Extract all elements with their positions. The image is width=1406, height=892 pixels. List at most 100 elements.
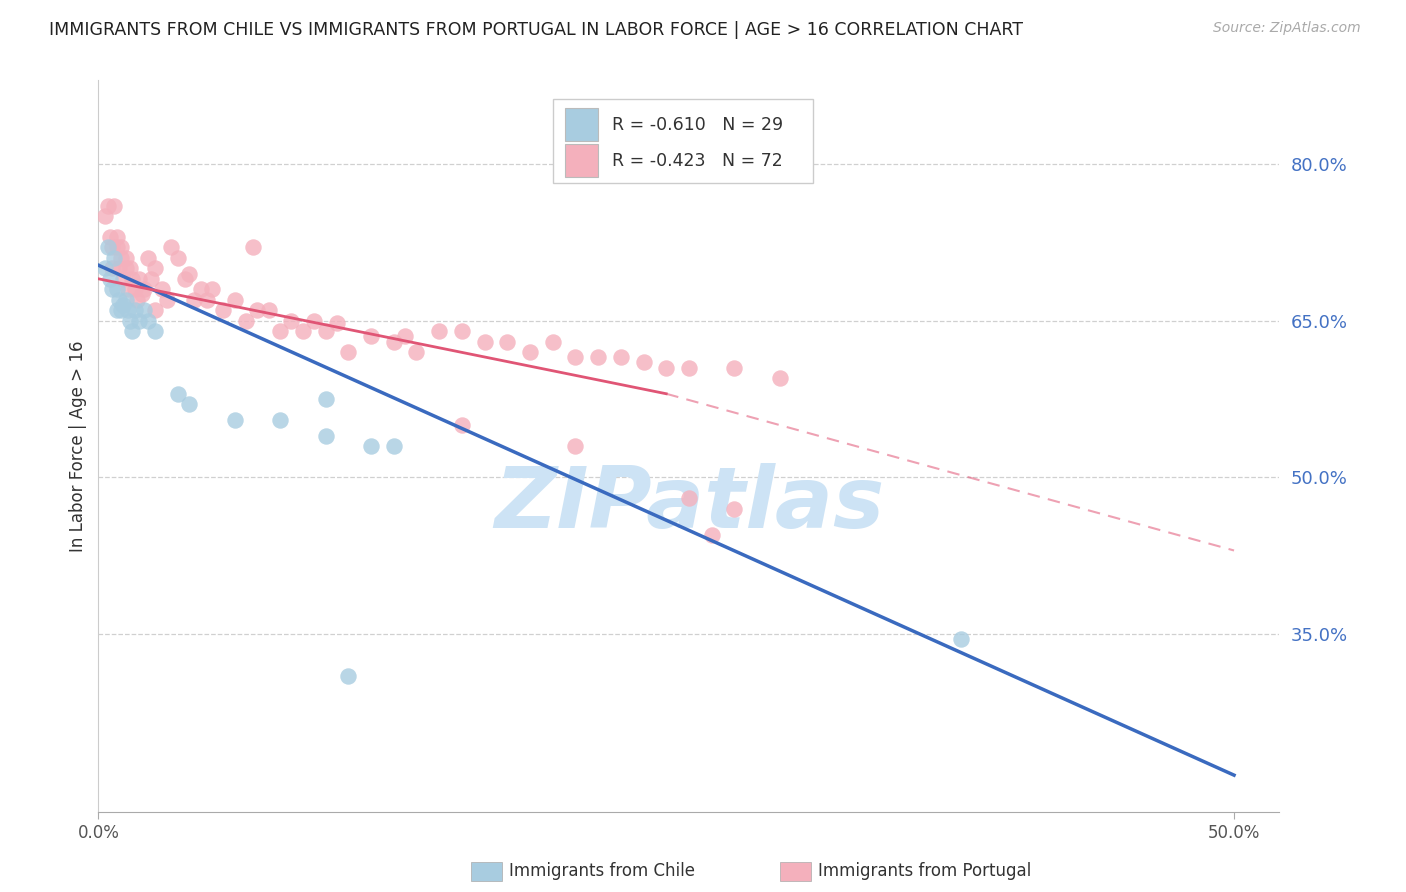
Point <box>114 251 136 265</box>
Point <box>326 316 349 330</box>
Point <box>124 282 146 296</box>
Point <box>94 261 117 276</box>
Point <box>269 324 291 338</box>
Text: R = -0.423   N = 72: R = -0.423 N = 72 <box>612 152 783 169</box>
Point <box>105 282 128 296</box>
Point <box>564 439 586 453</box>
Point <box>337 669 360 683</box>
FancyBboxPatch shape <box>565 108 598 141</box>
Point <box>120 313 142 327</box>
Point <box>150 282 173 296</box>
Point <box>450 418 472 433</box>
Point <box>138 313 160 327</box>
Point <box>235 313 257 327</box>
Text: ZIPatlas: ZIPatlas <box>494 463 884 546</box>
Point <box>427 324 450 338</box>
Point <box>700 528 723 542</box>
Point <box>519 345 541 359</box>
Point <box>96 199 118 213</box>
Point <box>394 329 416 343</box>
Point <box>190 282 212 296</box>
Point <box>201 282 224 296</box>
Point <box>121 324 143 338</box>
Y-axis label: In Labor Force | Age > 16: In Labor Force | Age > 16 <box>69 340 87 552</box>
Point <box>315 392 337 406</box>
Point <box>360 439 382 453</box>
Point <box>101 261 124 276</box>
Point <box>101 282 124 296</box>
Text: R = -0.610   N = 29: R = -0.610 N = 29 <box>612 116 783 134</box>
Point <box>450 324 472 338</box>
Point <box>108 261 131 276</box>
Point <box>160 240 183 254</box>
FancyBboxPatch shape <box>553 99 813 183</box>
Point <box>405 345 427 359</box>
Point <box>496 334 519 349</box>
Point <box>280 313 302 327</box>
Point <box>678 491 700 506</box>
Point <box>173 272 195 286</box>
Point <box>94 209 117 223</box>
Point <box>474 334 496 349</box>
Text: IMMIGRANTS FROM CHILE VS IMMIGRANTS FROM PORTUGAL IN LABOR FORCE | AGE > 16 CORR: IMMIGRANTS FROM CHILE VS IMMIGRANTS FROM… <box>49 21 1024 38</box>
Point <box>121 272 143 286</box>
Point <box>633 355 655 369</box>
Point <box>117 282 139 296</box>
Point <box>101 240 124 254</box>
Point <box>315 428 337 442</box>
Point <box>128 313 150 327</box>
Point <box>139 272 162 286</box>
Point <box>212 303 235 318</box>
Point <box>723 360 745 375</box>
Point <box>143 303 166 318</box>
Point <box>110 240 132 254</box>
Point <box>117 303 139 318</box>
Point <box>257 303 280 318</box>
Point <box>360 329 382 343</box>
Point <box>564 350 586 364</box>
Point <box>125 293 148 307</box>
FancyBboxPatch shape <box>565 144 598 177</box>
Point <box>269 413 291 427</box>
Text: Immigrants from Chile: Immigrants from Chile <box>509 863 695 880</box>
Point <box>167 386 190 401</box>
Point <box>197 293 219 307</box>
Point <box>302 313 325 327</box>
Point <box>98 230 121 244</box>
Point <box>291 324 314 338</box>
Point <box>950 632 973 647</box>
Point <box>382 334 405 349</box>
Point <box>155 293 177 307</box>
Point <box>132 282 155 296</box>
Point <box>110 251 132 265</box>
Point <box>678 360 700 375</box>
Point <box>242 240 264 254</box>
Point <box>337 345 360 359</box>
Point <box>112 298 135 312</box>
Point <box>98 272 121 286</box>
Point <box>128 272 150 286</box>
Point <box>114 261 136 276</box>
Point <box>138 251 160 265</box>
Point <box>114 293 136 307</box>
Point <box>105 303 128 318</box>
Point <box>120 261 142 276</box>
Point <box>143 324 166 338</box>
Point <box>655 360 678 375</box>
Point <box>541 334 564 349</box>
Point <box>103 251 125 265</box>
Point <box>96 240 118 254</box>
Text: Immigrants from Portugal: Immigrants from Portugal <box>818 863 1032 880</box>
Point <box>167 251 190 265</box>
Point <box>183 293 205 307</box>
Point <box>382 439 405 453</box>
Point <box>586 350 609 364</box>
Point <box>112 272 135 286</box>
Point <box>132 303 155 318</box>
Point <box>124 303 146 318</box>
Point <box>224 413 246 427</box>
Point <box>179 397 201 411</box>
Point <box>610 350 633 364</box>
Point <box>723 501 745 516</box>
Text: Source: ZipAtlas.com: Source: ZipAtlas.com <box>1213 21 1361 35</box>
